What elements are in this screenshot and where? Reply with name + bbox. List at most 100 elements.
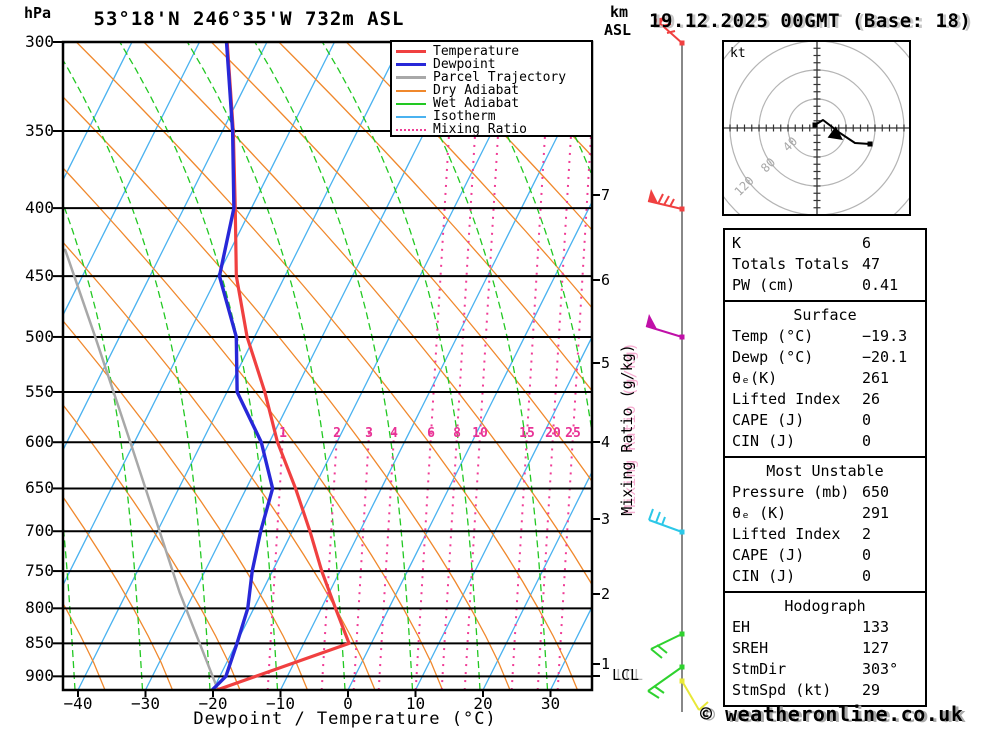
panel-row: StmDir 303°: [725, 659, 925, 680]
isotherm-line: [347, 200, 592, 690]
page-title: 53°18'N 246°35'W 732m ASL: [93, 8, 405, 30]
wet-adiabat-line: [524, 42, 592, 177]
panel-section-header: Hodograph: [784, 597, 866, 615]
legend-item: Temperature: [392, 45, 591, 58]
legend-item: Mixing Ratio: [392, 123, 591, 136]
wind-barb: [647, 664, 685, 699]
wind-barb-flag: [648, 189, 658, 203]
panel-row-value: 127: [862, 639, 890, 657]
panel-row-label: CAPE (J): [732, 411, 805, 429]
wind-barb-dot: [679, 631, 685, 637]
panel-section: Surface Temp (°C) −19.3 Dewp (°C) −20.1 θₑ(K)…: [725, 302, 925, 458]
dry-adiabat-line: [75, 42, 579, 690]
sounding-curves: [63, 42, 351, 690]
panel-row-label: θₑ (K): [732, 504, 787, 522]
pressure-tick-label: 800: [25, 598, 54, 618]
wet-adiabat-line: [186, 42, 346, 690]
legend-line-sample: [396, 115, 426, 118]
wind-barb-dot: [679, 334, 685, 340]
wet-adiabat-line: [389, 42, 549, 690]
mixing-ratio-label: 4: [390, 426, 398, 441]
mixing-ratio-line: [377, 429, 396, 690]
wind-barb-shaft: [648, 519, 683, 533]
panel-row-value: 303°: [862, 660, 899, 678]
panel-section: Most Unstable Pressure (mb) 650 θₑ (K) 291 Li…: [725, 458, 925, 593]
wet-adiabat-line: [254, 42, 414, 690]
wind-barb: [650, 631, 685, 659]
dry-adiabat-line: [345, 42, 592, 309]
dry-adiabat-line: [480, 42, 592, 158]
wind-barb: [648, 508, 685, 535]
wet-adiabat-line: [321, 42, 481, 690]
wind-barb-shaft: [647, 666, 683, 692]
wind-barb-tick: [663, 195, 670, 206]
panel-row-label: StmDir: [732, 660, 787, 678]
legend-item-label: Isotherm: [433, 109, 496, 124]
panel-row-value: 0.41: [862, 276, 899, 294]
wind-barb-tick: [661, 23, 672, 27]
legend-item: Parcel Trajectory: [392, 71, 591, 84]
mixing-ratio-line: [352, 429, 371, 690]
dry-adiabat-line: [63, 167, 444, 690]
panel-row: PW (cm) 0.41: [725, 275, 925, 296]
panel-row: Pressure (mb) 650: [725, 482, 925, 503]
wind-barb-flag: [655, 17, 665, 27]
panel-row-label: θₑ(K): [732, 369, 778, 387]
mixing-ratio-label: 20: [545, 426, 561, 441]
panel-row-label: Pressure (mb): [732, 483, 850, 501]
legend-line-sample: [396, 102, 426, 105]
wet-adiabat-line: [119, 42, 279, 690]
hodograph-ring-label: 40: [780, 134, 800, 154]
legend-line-sample: [396, 76, 426, 79]
mixing-ratio-label: 1: [279, 426, 287, 441]
panel-row: Lifted Index 2: [725, 524, 925, 545]
height-tick-label: 2: [601, 585, 611, 603]
hodograph-arrowhead: [827, 126, 843, 140]
indices-panel: K 6 Totals Totals 47 PW (cm) 0.41 Surface Temp …: [723, 228, 927, 707]
panel-row-value: 29: [862, 681, 881, 699]
panel-row-label: SREH: [732, 639, 769, 657]
grid-layer: [0, 42, 592, 690]
wind-barb-shaft: [650, 633, 683, 650]
mixing-ratio-line: [536, 42, 578, 690]
wind-barb-dot: [679, 40, 685, 46]
hodograph-trace: [814, 119, 871, 145]
wind-barb: [679, 678, 709, 711]
panel-row-label: CIN (J): [732, 432, 796, 450]
temperature-tick-label: 10: [405, 694, 426, 713]
panel-row: StmSpd (kt) 29: [725, 680, 925, 701]
panel-row: EH 133: [725, 617, 925, 638]
panel-row: θₑ(K) 261: [725, 368, 925, 389]
wet-adiabat-line: [63, 58, 211, 690]
dry-adiabat-line: [63, 403, 241, 690]
legend-item-label: Wet Adiabat: [433, 96, 520, 111]
wind-barb-tick: [669, 198, 675, 207]
wind-barb-dot: [679, 206, 685, 212]
pressure-tick-label: 900: [25, 666, 54, 686]
wind-barb-tick: [653, 685, 665, 694]
isotherm-line: [144, 42, 471, 690]
height-tick-label: 5: [601, 354, 611, 372]
wind-barb-tick: [666, 30, 676, 34]
temperature-tick-label: −20: [198, 694, 228, 713]
panel-row-label: EH: [732, 618, 751, 636]
mixing-ratio-label: 8: [453, 426, 461, 441]
height-tick-label: 3: [601, 510, 611, 528]
panel-row-label: Lifted Index: [732, 390, 841, 408]
wet-adiabat-line: [0, 42, 8, 690]
pressure-tick-label: 750: [25, 561, 54, 581]
wind-barb-tick: [656, 644, 668, 654]
panel-row-value: 261: [862, 369, 890, 387]
wind-barb-tick: [650, 648, 663, 659]
legend-item-label: Mixing Ratio: [433, 122, 527, 137]
panel-row-value: 47: [862, 255, 881, 273]
pressure-tick-label: 350: [25, 121, 54, 140]
wind-barb-tick: [655, 511, 661, 523]
pressure-tick-label: 700: [25, 521, 54, 541]
wind-barb: [647, 189, 685, 212]
panel-row-value: 26: [862, 390, 881, 408]
dry-adiabat-line: [413, 42, 592, 231]
